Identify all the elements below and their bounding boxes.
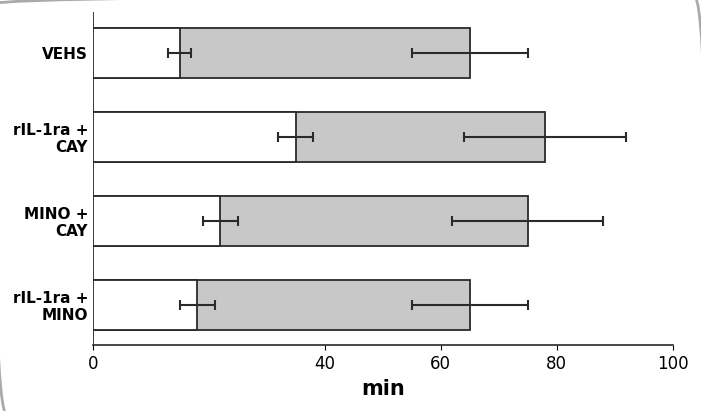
Bar xyxy=(93,28,180,78)
Bar xyxy=(93,280,197,330)
X-axis label: min: min xyxy=(361,379,404,399)
Bar xyxy=(93,112,545,162)
Bar xyxy=(93,112,296,162)
Bar xyxy=(93,196,220,246)
Bar xyxy=(93,196,528,246)
Bar xyxy=(93,28,470,78)
Bar xyxy=(93,280,470,330)
